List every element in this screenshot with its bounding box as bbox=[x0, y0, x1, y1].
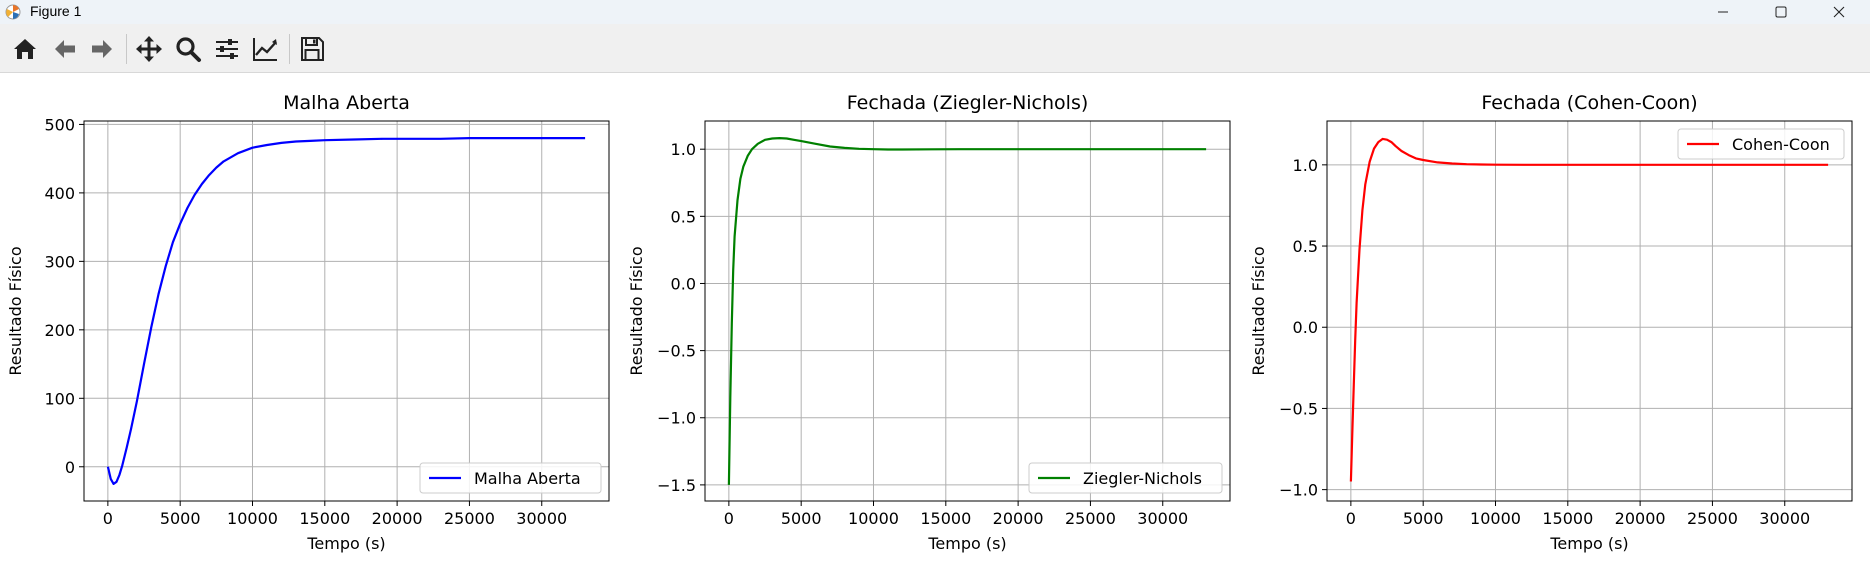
y-tick-label: 0.0 bbox=[671, 274, 696, 293]
x-tick-label: 10000 bbox=[227, 509, 278, 528]
forward-icon bbox=[92, 40, 112, 58]
x-tick-label: 25000 bbox=[1065, 509, 1116, 528]
x-tick-label: 0 bbox=[103, 509, 113, 528]
x-tick-label: 5000 bbox=[781, 509, 822, 528]
y-tick-label: 100 bbox=[44, 389, 75, 408]
y-tick-label: 400 bbox=[44, 184, 75, 203]
x-axis-label: Tempo (s) bbox=[1549, 534, 1628, 553]
x-tick-label: 30000 bbox=[1759, 509, 1810, 528]
window-title: Figure 1 bbox=[30, 3, 82, 19]
x-tick-label: 0 bbox=[1346, 509, 1356, 528]
minimize-button[interactable] bbox=[1700, 0, 1746, 24]
x-tick-label: 10000 bbox=[848, 509, 899, 528]
matplotlib-app-icon bbox=[5, 4, 21, 20]
series-line bbox=[106, 136, 586, 485]
home-button[interactable] bbox=[11, 35, 39, 63]
x-tick-label: 25000 bbox=[1687, 509, 1738, 528]
minimize-icon bbox=[1718, 11, 1728, 13]
subplot-2[interactable]: 0 5000 10000 15000 20000 25000 30000 −1.5 −1.0 −0… bbox=[627, 92, 1231, 553]
axes-background bbox=[84, 121, 609, 501]
y-tick-label: 200 bbox=[44, 321, 75, 340]
x-tick-label: 15000 bbox=[299, 509, 350, 528]
legend-box bbox=[1028, 462, 1223, 494]
zoom-button[interactable] bbox=[174, 35, 202, 63]
x-axis-label: Tempo (s) bbox=[927, 534, 1006, 553]
y-tick-label: −1.0 bbox=[657, 409, 696, 428]
series-line bbox=[727, 136, 1207, 485]
x-tick-label: 20000 bbox=[993, 509, 1044, 528]
subplot-1[interactable]: 0 5000 10000 15000 20000 25000 30000 0 100 200 300… bbox=[6, 92, 610, 553]
close-button[interactable] bbox=[1816, 0, 1862, 24]
x-tick-label: 25000 bbox=[444, 509, 495, 528]
chart-title: Fechada (Cohen-Coon) bbox=[1481, 92, 1697, 114]
chart-title: Fechada (Ziegler-Nichols) bbox=[847, 92, 1089, 114]
save-button[interactable] bbox=[298, 35, 326, 63]
x-tick-label: 5000 bbox=[1403, 509, 1444, 528]
axes-frame bbox=[1326, 120, 1853, 502]
configure-subplots-icon bbox=[216, 39, 238, 59]
y-tick-label: 500 bbox=[44, 115, 75, 134]
axes-background bbox=[705, 121, 1230, 501]
forward-button[interactable] bbox=[88, 35, 116, 63]
y-axis-label: Resultado Físico bbox=[6, 246, 25, 375]
legend-box bbox=[419, 462, 602, 494]
edit-axis-icon bbox=[253, 38, 277, 61]
legend: Cohen-Coon bbox=[1677, 128, 1845, 160]
y-tick-label: −1.0 bbox=[1279, 481, 1318, 500]
y-tick-label: 0.0 bbox=[1293, 318, 1318, 337]
legend: Malha Aberta bbox=[419, 462, 602, 494]
x-axis-label: Tempo (s) bbox=[306, 534, 385, 553]
configure-subplots-button[interactable] bbox=[213, 35, 241, 63]
axes-background bbox=[1327, 121, 1852, 501]
x-tick-label: 20000 bbox=[1615, 509, 1666, 528]
x-tick-label: 10000 bbox=[1470, 509, 1521, 528]
series-line bbox=[1349, 137, 1829, 482]
close-icon bbox=[1833, 6, 1845, 18]
axes-frame bbox=[83, 120, 610, 502]
back-button[interactable] bbox=[51, 35, 79, 63]
y-tick-label: −1.5 bbox=[657, 476, 696, 495]
x-tick-label: 30000 bbox=[1137, 509, 1188, 528]
window-titlebar: Figure 1 bbox=[0, 0, 1870, 24]
edit-axis-button[interactable] bbox=[251, 35, 279, 63]
y-axis-label: Resultado Físico bbox=[627, 246, 646, 375]
y-tick-label: 1.0 bbox=[1293, 156, 1318, 175]
y-tick-label: 1.0 bbox=[671, 140, 696, 159]
toolbar-separator bbox=[289, 34, 290, 64]
x-tick-label: 5000 bbox=[160, 509, 201, 528]
y-tick-label: 0.5 bbox=[1293, 237, 1318, 256]
home-icon bbox=[14, 39, 36, 59]
maximize-icon bbox=[1775, 6, 1787, 18]
chart-title: Malha Aberta bbox=[283, 92, 410, 114]
x-tick-label: 0 bbox=[724, 509, 734, 528]
y-tick-label: 0 bbox=[65, 458, 75, 477]
x-tick-label: 15000 bbox=[920, 509, 971, 528]
y-tick-label: −0.5 bbox=[1279, 399, 1318, 418]
navigation-toolbar bbox=[0, 24, 1870, 73]
zoom-icon bbox=[176, 37, 201, 62]
legend-label: Cohen-Coon bbox=[1732, 135, 1830, 154]
subplot-3[interactable]: 0 5000 10000 15000 20000 25000 30000 −1.0 −0.5 0.… bbox=[1249, 92, 1853, 553]
legend-box bbox=[1677, 128, 1845, 160]
y-tick-label: 0.5 bbox=[671, 207, 696, 226]
figure-canvas: 0 5000 10000 15000 20000 25000 300000100200300… bbox=[6, 92, 1853, 553]
pan-icon bbox=[136, 36, 162, 62]
maximize-button[interactable] bbox=[1758, 0, 1804, 24]
pan-button[interactable] bbox=[135, 35, 163, 63]
legend-label: Malha Aberta bbox=[474, 469, 581, 488]
toolbar-separator bbox=[126, 34, 127, 64]
y-axis-label: Resultado Físico bbox=[1249, 246, 1268, 375]
x-tick-label: 15000 bbox=[1542, 509, 1593, 528]
save-icon bbox=[301, 37, 324, 61]
x-tick-label: 20000 bbox=[372, 509, 423, 528]
y-tick-label: 300 bbox=[44, 252, 75, 271]
x-tick-label: 30000 bbox=[516, 509, 567, 528]
legend: Ziegler-Nichols bbox=[1028, 462, 1223, 494]
axes-frame bbox=[704, 120, 1231, 502]
back-icon bbox=[55, 40, 75, 58]
legend-label: Ziegler-Nichols bbox=[1083, 469, 1202, 488]
y-tick-label: −0.5 bbox=[657, 342, 696, 361]
